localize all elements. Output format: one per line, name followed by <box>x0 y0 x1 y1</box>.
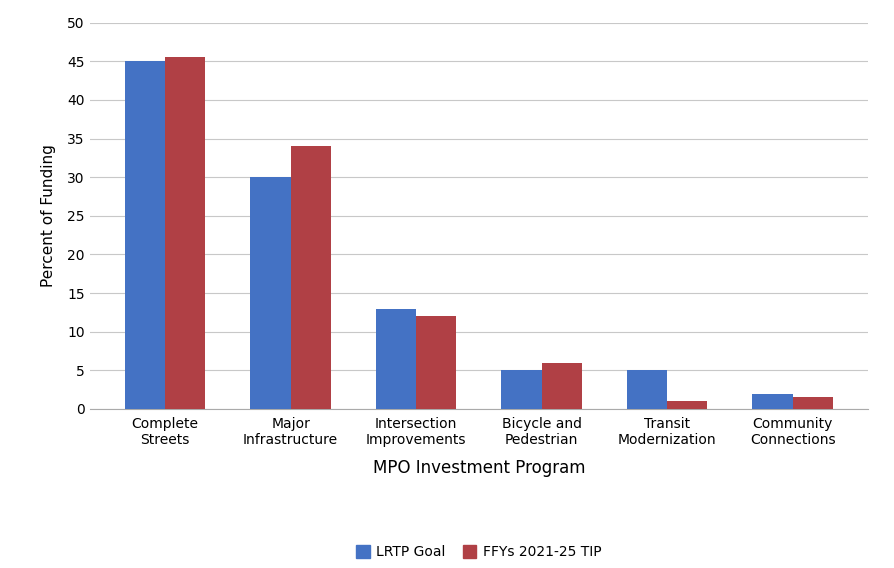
Bar <box>666 401 706 409</box>
Bar <box>250 177 291 409</box>
Y-axis label: Percent of Funding: Percent of Funding <box>41 144 55 287</box>
Bar <box>416 316 456 409</box>
Bar <box>125 61 164 409</box>
Bar <box>752 394 792 409</box>
Bar <box>291 147 331 409</box>
Legend: LRTP Goal, FFYs 2021-25 TIP: LRTP Goal, FFYs 2021-25 TIP <box>350 540 607 565</box>
Bar <box>792 398 831 409</box>
X-axis label: MPO Investment Program: MPO Investment Program <box>372 458 585 477</box>
Bar <box>626 370 666 409</box>
Bar <box>501 370 541 409</box>
Bar <box>164 57 205 409</box>
Bar <box>375 308 416 409</box>
Bar <box>541 362 581 409</box>
